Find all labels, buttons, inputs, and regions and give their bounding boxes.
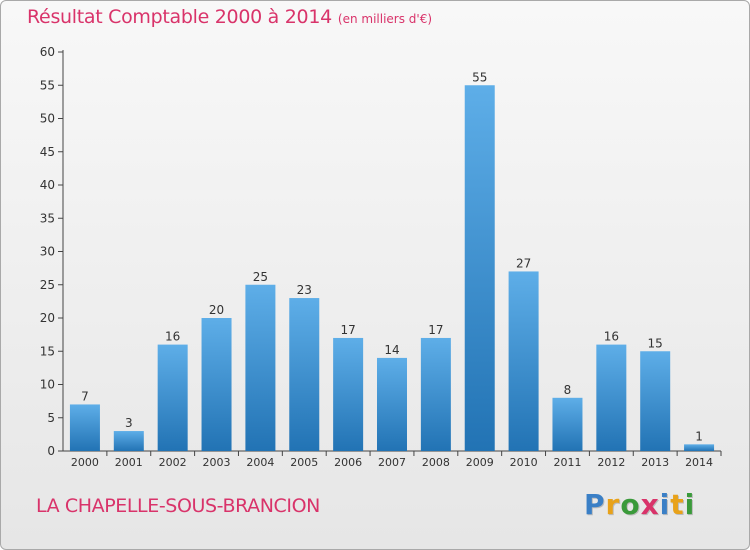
- bar: [245, 284, 276, 451]
- y-tick-label: 5: [47, 411, 55, 425]
- data-label: 17: [428, 323, 443, 337]
- data-label: 20: [209, 303, 224, 317]
- data-label: 14: [384, 343, 399, 357]
- bar: [113, 431, 144, 451]
- data-label: 3: [125, 416, 133, 430]
- commune-name: LA CHAPELLE-SOUS-BRANCION: [36, 495, 320, 517]
- bar: [596, 344, 627, 451]
- x-tick-label: 2007: [378, 456, 406, 469]
- logo-letter: i: [659, 488, 671, 521]
- chart-subtitle: (en milliers d'€): [337, 12, 433, 26]
- x-tick-label: 2005: [290, 456, 318, 469]
- y-tick-label: 40: [40, 178, 55, 192]
- x-tick-label: 2001: [115, 456, 143, 469]
- logo-letter: o: [620, 488, 641, 521]
- x-tick-label: 2012: [597, 456, 625, 469]
- data-label: 25: [253, 270, 268, 284]
- x-tick-label: 2006: [334, 456, 362, 469]
- data-label: 16: [604, 330, 619, 344]
- bar: [333, 337, 364, 451]
- x-tick-label: 2003: [203, 456, 231, 469]
- x-axis: 2000 2001 2002 2003 2004 2005 2006 2007 2008 2009…: [63, 450, 722, 469]
- y-tick-label: 25: [40, 278, 55, 292]
- x-tick-label: 2013: [641, 456, 669, 469]
- y-tick-label: 30: [40, 245, 55, 259]
- bar: [640, 351, 671, 451]
- data-label: 17: [340, 323, 355, 337]
- x-tick-label: 2009: [466, 456, 494, 469]
- y-tick-label: 45: [40, 145, 55, 159]
- y-tick-label: 35: [40, 211, 55, 225]
- bar: [464, 85, 495, 451]
- y-tick-label: 20: [40, 311, 55, 325]
- x-tick-label: 2002: [159, 456, 187, 469]
- x-tick-label: 2011: [553, 456, 581, 469]
- y-tick-label: 50: [40, 112, 55, 126]
- data-label: 15: [648, 336, 663, 350]
- logo-letter: r: [605, 488, 621, 521]
- chart-title: Résultat Comptable 2000 à 2014: [27, 6, 332, 28]
- data-label: 1: [695, 429, 703, 443]
- bar: [201, 318, 232, 451]
- bar: [684, 444, 715, 451]
- y-tick-label: 60: [40, 45, 55, 59]
- y-axis: 0 5 10 15 20 25 30 35 40 45 50 55 60: [40, 45, 64, 458]
- bar: [157, 344, 188, 451]
- x-tick-label: 2010: [510, 456, 538, 469]
- bar: [552, 397, 583, 451]
- bar: [377, 357, 407, 451]
- bar: [289, 298, 320, 451]
- data-label: 55: [472, 70, 487, 84]
- bar: [420, 337, 451, 451]
- x-tick-label: 2014: [685, 456, 713, 469]
- proxiti-logo: Proxiti: [584, 488, 695, 521]
- x-tick-label: 2000: [71, 456, 99, 469]
- x-tick-label: 2008: [422, 456, 450, 469]
- data-label: 23: [297, 283, 312, 297]
- logo-letter: x: [640, 488, 660, 521]
- chart-title-block: Résultat Comptable 2000 à 2014 (en millie…: [27, 6, 432, 28]
- y-tick-label: 15: [40, 344, 55, 358]
- x-tick-label: 2004: [246, 456, 274, 469]
- y-tick-label: 55: [40, 78, 55, 92]
- y-tick-label: 0: [47, 444, 55, 458]
- logo-letter: i: [684, 488, 696, 521]
- y-tick-label: 10: [40, 378, 55, 392]
- bar: [69, 404, 100, 451]
- bar: [508, 271, 539, 451]
- data-label: 7: [81, 389, 89, 403]
- logo-letter: P: [584, 488, 606, 521]
- logo-letter: t: [670, 488, 685, 521]
- data-label: 27: [516, 256, 531, 270]
- data-label: 16: [165, 330, 180, 344]
- data-label: 8: [564, 383, 572, 397]
- bars: 7 3 16 20 25 23 17 14 17 55 27 8 16 15 1: [69, 70, 715, 451]
